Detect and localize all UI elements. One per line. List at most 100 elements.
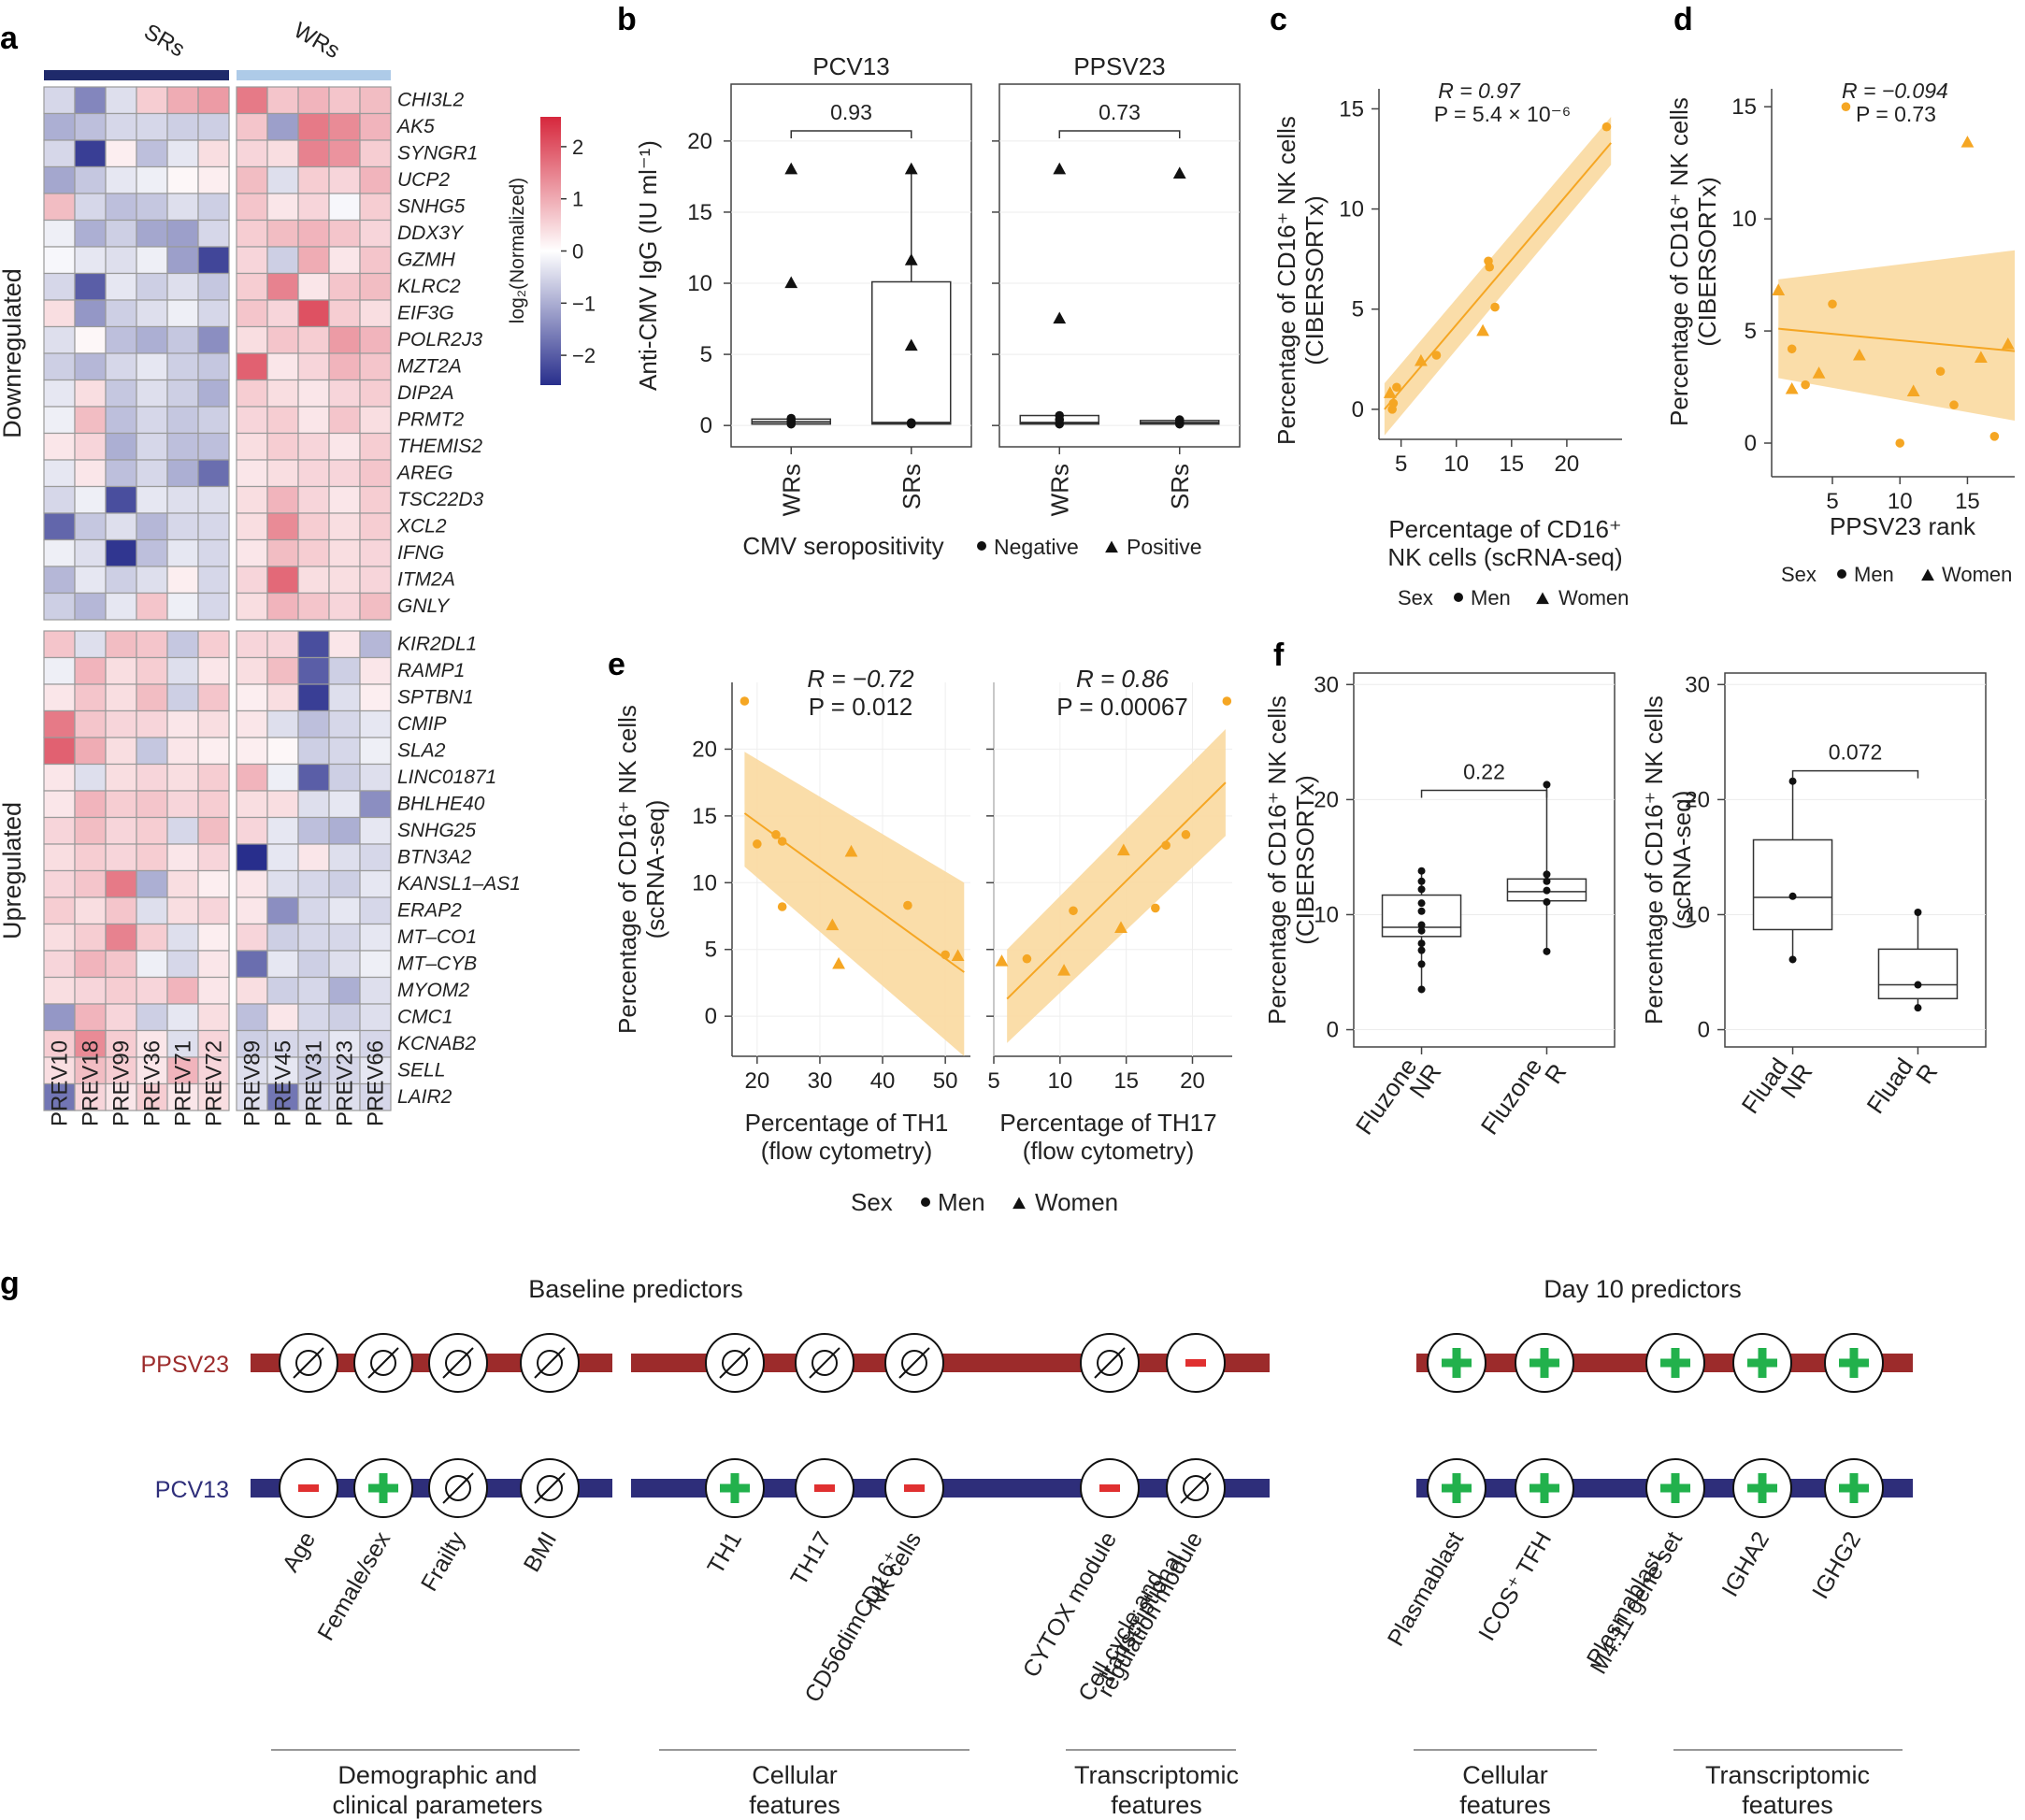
gene-label: SNHG5 — [397, 196, 466, 218]
heatmap-cell — [136, 193, 168, 222]
null-sign — [293, 1347, 324, 1379]
heatmap-cell — [74, 592, 107, 621]
heatmap-cell — [297, 923, 330, 952]
heatmap-cell — [236, 1082, 268, 1111]
data-point — [1914, 909, 1922, 916]
legend-label-positive: Positive — [1127, 535, 1202, 559]
x-tick-label: 5 — [1395, 451, 1407, 477]
minus-sign — [814, 1484, 835, 1492]
heatmap-cell — [236, 869, 268, 898]
legend-marker-men — [921, 1197, 930, 1207]
group-label-line: features — [1111, 1791, 1202, 1819]
heatmap-cell — [236, 272, 268, 301]
heatmap-cell — [166, 165, 199, 194]
circle-point — [1935, 366, 1946, 377]
gene-label: UCP2 — [397, 169, 450, 191]
heatmap-cell — [197, 325, 230, 354]
heatmap-cell — [359, 869, 392, 898]
heatmap-cell — [266, 538, 299, 567]
legend-tick-label: 1 — [572, 188, 583, 211]
gene-label: KCNAB2 — [397, 1033, 476, 1054]
y-axis-title-line: Percentage of CD16⁺ NK cells — [1272, 116, 1300, 445]
heatmap-cell — [297, 816, 330, 845]
null-sign — [537, 1350, 563, 1376]
circle-point — [1431, 351, 1442, 360]
heatmap-cell — [297, 896, 330, 925]
data-point — [1543, 870, 1551, 879]
heatmap-cell — [74, 538, 107, 567]
stat-p: P = 0.00067 — [1056, 693, 1188, 721]
gene-label: XCL2 — [396, 516, 447, 537]
heatmap-cell — [297, 950, 330, 979]
group-label-wrs: WRs — [289, 18, 344, 64]
gene-label: MT–CYB — [397, 953, 477, 975]
gene-label: SPTBN1 — [397, 687, 474, 709]
heatmap-cell — [74, 923, 107, 952]
heatmap-cell — [236, 86, 268, 115]
triangle-point — [784, 162, 798, 175]
heatmap-cell — [328, 538, 361, 567]
data-point — [1417, 907, 1426, 915]
gene-label: IFNG — [397, 542, 444, 564]
heatmap-cell — [297, 219, 330, 248]
heatmap-cell — [266, 566, 299, 595]
x-tick-label: 50 — [933, 1068, 958, 1094]
x-tick-label: 20 — [744, 1068, 769, 1094]
heatmap-cell — [136, 485, 168, 514]
heatmap-cell — [105, 272, 137, 301]
heatmap-cell — [74, 432, 107, 461]
stat-r: R = −0.094 — [1842, 79, 1948, 103]
circle-point — [1181, 830, 1191, 839]
x-tick-label: WRs — [777, 464, 805, 516]
heatmap-cell — [74, 86, 107, 115]
group-label-line: Cellular — [1462, 1761, 1548, 1789]
circle-point — [777, 837, 787, 846]
heatmap-cell — [166, 86, 199, 115]
heatmap-cell — [266, 869, 299, 898]
heatmap-cell — [197, 737, 230, 766]
x-tick-label-line: R — [1910, 1058, 1943, 1089]
y-tick-label: 15 — [692, 804, 717, 829]
heatmap-cell — [236, 165, 268, 194]
triangle-point — [1012, 1197, 1026, 1210]
minus-sign — [904, 1484, 925, 1492]
panel-label-a: a — [0, 21, 19, 56]
heatmap-cell — [136, 406, 168, 435]
heatmap-cell — [166, 1082, 199, 1111]
heatmap-cell — [74, 406, 107, 435]
heatmap-cell — [136, 683, 168, 712]
heatmap-cell — [197, 843, 230, 872]
x-tick-label-line: R — [1539, 1058, 1572, 1089]
heatmap-cell — [236, 512, 268, 541]
heatmap-cell — [166, 432, 199, 461]
heatmap-cell — [359, 485, 392, 514]
circle-point — [1949, 400, 1959, 410]
heatmap-cell — [266, 325, 299, 354]
heatmap-cell — [136, 352, 168, 381]
y-axis-title-line: Percentage of CD16⁺ NK cells — [1263, 695, 1291, 1025]
heatmap-cell — [166, 379, 199, 408]
heatmap-cell — [105, 352, 137, 381]
heatmap-cell — [359, 843, 392, 872]
heatmap-cell — [166, 299, 199, 328]
y-axis-title-line: (CIBERSORTx) — [1300, 195, 1328, 365]
heatmap-cell — [166, 592, 199, 621]
heatmap-cell — [43, 299, 76, 328]
legend-marker-negative — [977, 541, 986, 551]
heatmap-cell — [197, 139, 230, 168]
heatmap-cell — [197, 272, 230, 301]
heatmap-cell — [74, 737, 107, 766]
data-point — [1788, 892, 1797, 900]
gene-label: MYOM2 — [397, 980, 469, 1001]
p-value-label: 0.73 — [1099, 100, 1141, 124]
heatmap-cell — [136, 923, 168, 952]
heatmap-cell — [74, 709, 107, 738]
stat-r: R = −0.72 — [807, 665, 914, 693]
heatmap-cell — [43, 485, 76, 514]
heatmap-cell — [105, 1082, 137, 1111]
legend-marker-men — [1454, 593, 1463, 602]
gene-label: EIF3G — [397, 303, 454, 324]
gene-label: BTN3A2 — [397, 847, 472, 868]
heatmap-cell — [136, 86, 168, 115]
null-sign — [370, 1350, 396, 1376]
